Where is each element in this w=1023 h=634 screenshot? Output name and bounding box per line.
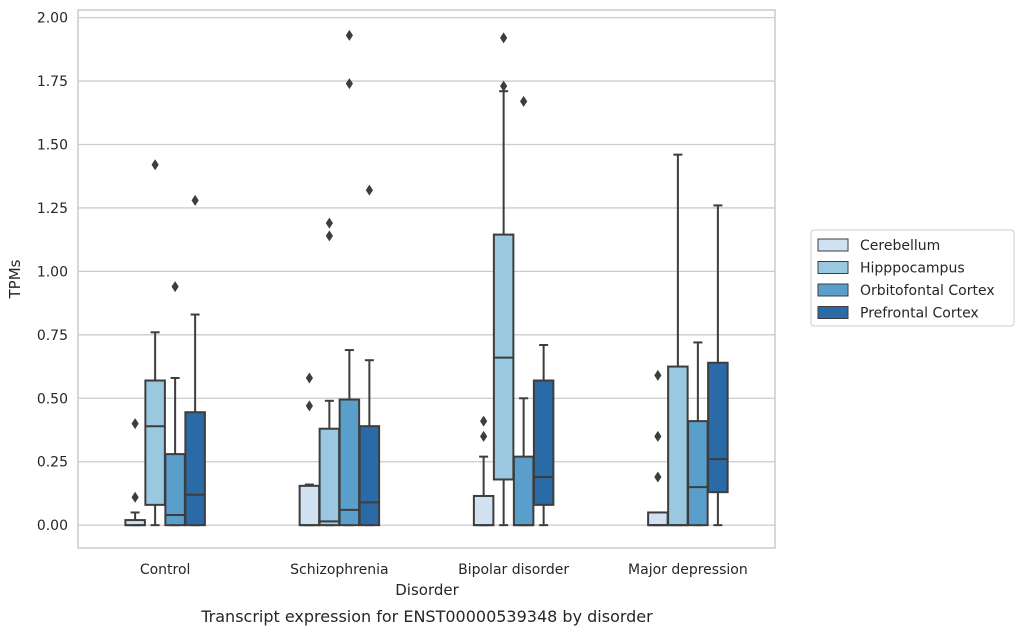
y-tick-label: 1.00 (37, 264, 68, 280)
outlier-point (345, 29, 353, 41)
y-tick-label: 0.25 (37, 455, 68, 471)
box (298, 484, 321, 527)
legend-label: Hipppocampus (860, 261, 965, 277)
outlier-point (654, 369, 662, 381)
box (472, 494, 495, 527)
outlier-point (500, 32, 508, 44)
x-axis-label: Disorder (395, 581, 459, 599)
legend-swatch (817, 261, 849, 274)
outlier-point (345, 78, 353, 90)
outlier-point (305, 372, 313, 384)
box (144, 379, 166, 506)
y-tick-label: 0.50 (37, 391, 68, 407)
outlier-point (171, 281, 179, 293)
outlier-point (131, 418, 139, 430)
y-tick-label: 1.50 (37, 138, 68, 154)
legend-label: Orbitofontal Cortex (860, 283, 995, 299)
legend-item: Cerebellum (817, 238, 940, 254)
box-group (472, 32, 555, 527)
box (532, 379, 555, 506)
x-axis-ticks: Control Schizophrenia Bipolar disorder Majo… (140, 562, 748, 578)
outlier-point (131, 491, 139, 503)
outlier-point (654, 471, 662, 483)
y-tick-label: 2.00 (37, 11, 68, 27)
outlier-point (325, 230, 333, 242)
outlier-point (365, 184, 373, 196)
box-group (298, 29, 381, 527)
box (512, 455, 535, 527)
box-group (647, 153, 729, 527)
box (338, 398, 361, 527)
outlier-point (325, 217, 333, 229)
outlier-point (480, 415, 488, 427)
legend-item: Hipppocampus (817, 261, 965, 277)
outlier-point (305, 400, 313, 412)
outlier-point (191, 194, 199, 206)
outlier-point (480, 430, 488, 442)
legend: Cerebellum Hipppocampus Orbitofontal Corte… (810, 229, 1015, 327)
plot-area (124, 29, 729, 527)
y-tick-label: 0.00 (37, 518, 68, 534)
x-tick-label: Schizophrenia (290, 562, 388, 578)
chart-caption: Transcript expression for ENST0000053934… (200, 607, 653, 626)
x-tick-label: Major depression (628, 562, 748, 578)
box (184, 411, 206, 527)
legend-item: Orbitofontal Cortex (817, 283, 995, 299)
legend-item: Prefrontal Cortex (817, 306, 979, 322)
legend-label: Cerebellum (860, 238, 940, 254)
legend-label: Prefrontal Cortex (860, 306, 979, 322)
legend-swatch (817, 306, 849, 319)
x-tick-label: Control (140, 562, 191, 578)
outlier-point (500, 80, 508, 92)
box (358, 425, 381, 527)
box (318, 427, 341, 527)
y-tick-label: 0.75 (37, 328, 68, 344)
y-axis-label: TPMs (6, 259, 24, 299)
legend-swatch (817, 238, 849, 252)
y-tick-label: 1.75 (37, 74, 68, 90)
legend-items: Cerebellum Hipppocampus Orbitofontal Corte… (817, 238, 995, 322)
y-axis-ticks: 0.00 0.25 0.50 0.75 1.00 1.25 1.50 1.75 2.00 (37, 11, 68, 535)
plot-frame (77, 9, 776, 549)
box (707, 361, 729, 494)
box (667, 365, 689, 527)
legend-swatch (817, 283, 849, 297)
legend-frame (810, 229, 1015, 327)
outlier-point (654, 430, 662, 442)
box (687, 420, 709, 527)
box (647, 511, 669, 527)
outlier-point (151, 159, 159, 171)
outlier-point (520, 95, 528, 107)
y-tick-label: 1.25 (37, 201, 68, 217)
box-group (124, 159, 206, 527)
x-tick-label: Bipolar disorder (458, 562, 569, 578)
